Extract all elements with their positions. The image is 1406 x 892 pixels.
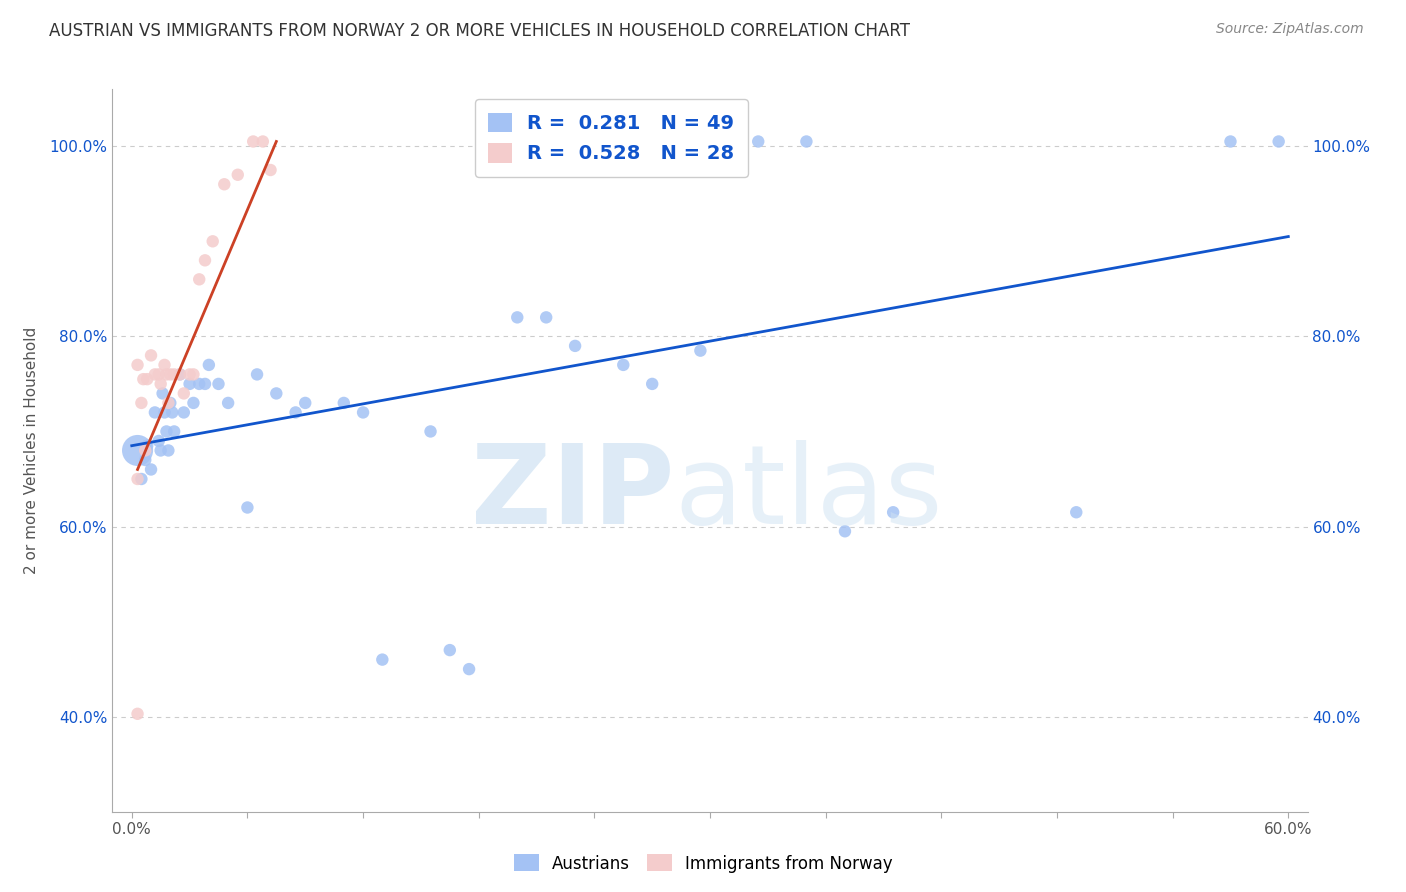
Point [169,368,191,382]
Point [226,168,249,182]
Point [179,368,201,382]
Point [236,500,259,515]
Point [179,376,201,391]
Point [134,443,156,458]
Text: AUSTRIAN VS IMMIGRANTS FROM NORWAY 2 OR MORE VEHICLES IN HOUSEHOLD CORRELATION C: AUSTRIAN VS IMMIGRANTS FROM NORWAY 2 OR … [49,22,910,40]
Legend: Austrians, Immigrants from Norway: Austrians, Immigrants from Norway [506,847,900,880]
Point [163,368,186,382]
Point [162,405,183,419]
Point [149,443,172,458]
Point [183,396,205,410]
Point [148,368,170,382]
Point [284,405,307,419]
Point [1064,505,1087,519]
Point [127,472,149,486]
Point [641,376,664,391]
Point [214,178,236,192]
Point [246,368,269,382]
Point [143,405,166,419]
Point [259,163,281,178]
Point [194,253,217,268]
Point [198,358,221,372]
Point [534,310,557,325]
Point [163,425,186,439]
Legend: R =  0.281   N = 49, R =  0.528   N = 28: R = 0.281 N = 49, R = 0.528 N = 28 [475,99,748,177]
Point [201,235,224,249]
Point [134,453,156,467]
Point [157,396,180,410]
Point [155,425,177,439]
Point [169,368,191,382]
Point [127,706,149,721]
Point [834,524,856,539]
Point [127,358,149,372]
Point [136,372,159,386]
Point [183,368,205,382]
Point [689,343,711,358]
Text: ZIP: ZIP [471,441,675,548]
Point [252,135,274,149]
Point [127,443,149,458]
Point [148,434,170,448]
Point [155,368,177,382]
Point [173,386,195,401]
Point [612,358,634,372]
Point [882,505,904,519]
Point [564,339,586,353]
Point [458,662,481,676]
Point [173,405,195,419]
Point [188,376,211,391]
Y-axis label: 2 or more Vehicles in Household: 2 or more Vehicles in Household [24,326,38,574]
Point [139,348,162,362]
Point [152,386,174,401]
Point [153,405,176,419]
Point [139,462,162,476]
Point [333,396,356,410]
Point [796,135,818,149]
Text: Source: ZipAtlas.com: Source: ZipAtlas.com [1216,22,1364,37]
Point [294,396,316,410]
Point [506,310,529,325]
Point [747,135,769,149]
Point [207,376,229,391]
Point [143,368,166,382]
Point [352,405,374,419]
Point [131,396,153,410]
Point [132,372,155,386]
Point [266,386,288,401]
Point [149,376,172,391]
Point [439,643,461,657]
Text: atlas: atlas [675,441,942,548]
Point [157,443,180,458]
Point [136,439,159,453]
Point [1219,135,1241,149]
Point [718,135,741,149]
Point [242,135,264,149]
Point [131,472,153,486]
Point [188,272,211,286]
Point [217,396,239,410]
Point [371,652,394,666]
Point [419,425,441,439]
Point [159,368,181,382]
Point [194,376,217,391]
Point [159,396,181,410]
Point [1267,135,1289,149]
Point [153,358,176,372]
